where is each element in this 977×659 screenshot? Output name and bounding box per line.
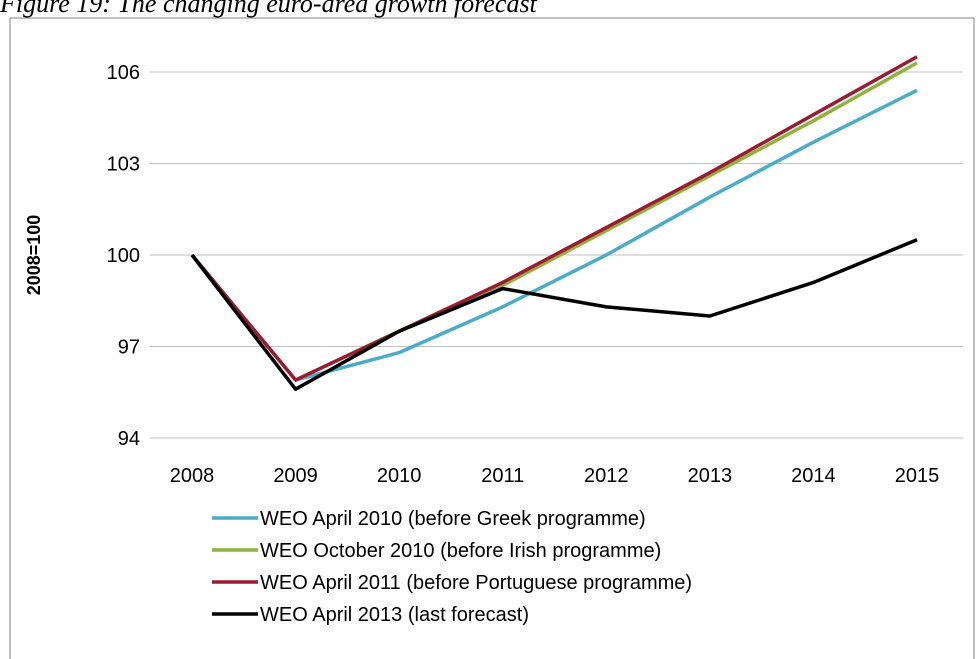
chart-title: Figure 19: The changing euro-area growth…	[0, 0, 538, 18]
x-tick-label: 2012	[584, 465, 629, 487]
series-line	[190, 55, 918, 382]
x-tick-label: 2008	[170, 465, 215, 487]
x-tick-label: 2014	[791, 465, 836, 487]
x-tick-label: 2013	[688, 465, 733, 487]
legend-label: WEO April 2010 (before Greek programme)	[260, 508, 646, 530]
x-tick-label: 2011	[481, 465, 524, 487]
chart-frame	[9, 17, 975, 659]
y-tick-label: 100	[107, 245, 140, 267]
y-axis-label: 2008=100	[24, 215, 44, 296]
y-tick-label: 103	[107, 154, 140, 176]
legend-label: WEO April 2011 (before Portuguese progra…	[260, 572, 692, 594]
x-tick-label: 2009	[273, 465, 318, 487]
series-line	[190, 61, 918, 382]
y-tick-label: 94	[118, 428, 140, 450]
series-line	[190, 238, 918, 391]
legend-label: WEO April 2013 (last forecast)	[260, 604, 529, 626]
x-tick-label: 2015	[895, 465, 940, 487]
legend-label: WEO October 2010 (before Irish programme…	[260, 540, 661, 562]
x-tick-label: 2010	[377, 465, 422, 487]
y-tick-label: 106	[107, 62, 140, 84]
series-line	[190, 88, 918, 382]
y-tick-label: 97	[118, 337, 140, 359]
